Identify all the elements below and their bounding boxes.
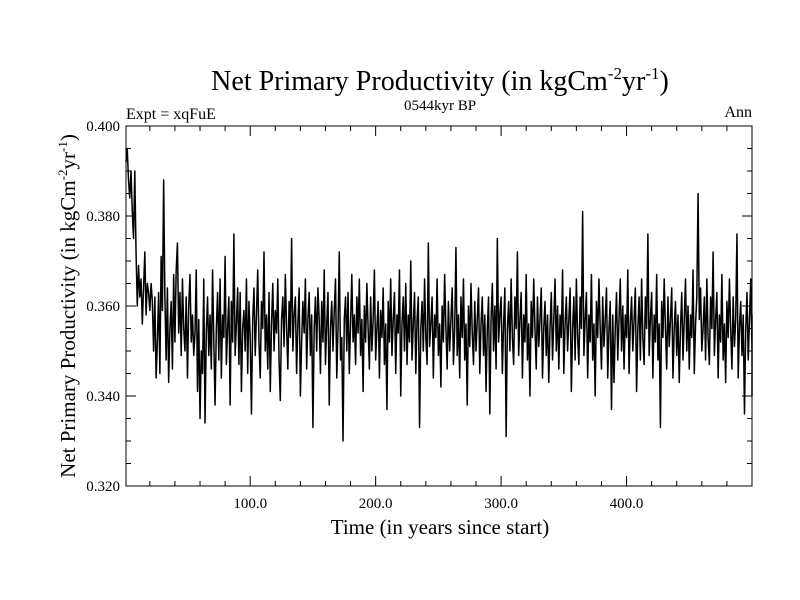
y-axis-label: Net Primary Productivity (in kgCm-2yr-1) xyxy=(55,134,80,478)
y-tick-label: 0.320 xyxy=(86,479,120,495)
chart-title: Net Primary Productivity (in kgCm-2yr-1) xyxy=(211,64,669,97)
y-tick-label: 0.380 xyxy=(86,209,120,225)
x-tick-label: 300.0 xyxy=(484,496,518,512)
season-label: Ann xyxy=(724,104,752,121)
y-tick-label: 0.360 xyxy=(86,299,120,315)
x-axis-ticks: 100.0 200.0 300.0 400.0 xyxy=(233,126,643,512)
x-tick-label: 200.0 xyxy=(359,496,393,512)
y-tick-label: 0.400 xyxy=(86,119,120,135)
y-tick-label: 0.340 xyxy=(86,389,120,405)
x-axis-label: Time (in years since start) xyxy=(331,515,550,539)
experiment-label: Expt = xqFuE xyxy=(126,106,216,123)
period-label: 0544kyr BP xyxy=(404,98,476,114)
x-tick-label: 400.0 xyxy=(610,496,644,512)
npp-series-line xyxy=(125,147,753,442)
y-axis-ticks: 0.320 0.340 0.360 0.380 0.400 xyxy=(86,119,752,495)
x-tick-label: 100.0 xyxy=(233,496,267,512)
